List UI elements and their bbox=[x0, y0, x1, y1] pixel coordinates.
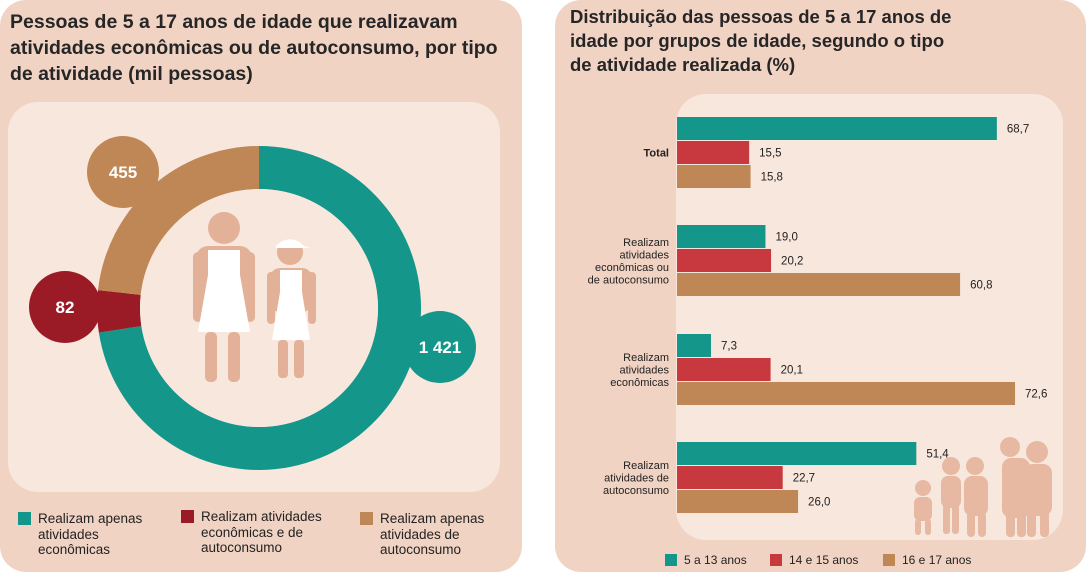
bar-value-label: 68,7 bbox=[1007, 124, 1029, 136]
bar bbox=[677, 490, 799, 513]
donut-slice-subsistence-only bbox=[97, 146, 259, 295]
bar-value-label: 22,7 bbox=[793, 473, 815, 485]
legend-item-subsistence-only: Realizam apenas atividades de autoconsum… bbox=[360, 511, 484, 558]
label-subsistence-only: 455 bbox=[109, 163, 137, 182]
bar bbox=[677, 358, 771, 381]
category-label: Total bbox=[644, 148, 669, 160]
legend-label: 5 a 13 anos bbox=[684, 553, 747, 567]
bar-value-label: 20,1 bbox=[781, 365, 803, 377]
bar-value-label: 20,2 bbox=[781, 256, 803, 268]
bar bbox=[677, 225, 766, 248]
donut-slice-both bbox=[97, 290, 142, 333]
bar bbox=[677, 141, 750, 164]
bar-value-label: 19,0 bbox=[775, 232, 797, 244]
donut-hole bbox=[140, 189, 378, 427]
donut-chart: 1 421 82 455 bbox=[29, 136, 476, 470]
bar-value-label: 7,3 bbox=[721, 341, 737, 353]
bar-value-label: 51,4 bbox=[926, 449, 949, 461]
legend-label: Realizam apenas atividades econômicas bbox=[38, 511, 143, 557]
category-label: Realizam atividades econômicas bbox=[610, 352, 669, 389]
bar bbox=[677, 117, 997, 140]
bar bbox=[677, 466, 783, 489]
left-panel: Pessoas de 5 a 17 anos de idade que real… bbox=[0, 0, 522, 572]
bar-value-label: 60,8 bbox=[970, 280, 992, 292]
legend-swatch bbox=[360, 512, 373, 525]
bar-value-label: 15,5 bbox=[759, 148, 781, 160]
legend-label: 14 e 15 anos bbox=[789, 553, 859, 567]
bar bbox=[677, 165, 751, 188]
bar bbox=[677, 442, 917, 465]
label-economic-only: 1 421 bbox=[419, 338, 462, 357]
label-both: 82 bbox=[56, 298, 75, 317]
legend-item-5-13: 5 a 13 anos bbox=[665, 553, 747, 569]
bar-value-label: 15,8 bbox=[761, 172, 783, 184]
bar bbox=[677, 273, 961, 296]
legend-swatch bbox=[18, 512, 31, 525]
category-label: Realizam atividades de autoconsumo bbox=[603, 460, 669, 497]
bubble-subsistence-only bbox=[87, 136, 159, 208]
children-illustration bbox=[193, 212, 316, 382]
legend-label: Realizam atividades econômicas e de auto… bbox=[201, 509, 322, 555]
right-panel: Distribuição das pessoas de 5 a 17 anos … bbox=[555, 0, 1086, 572]
bar-chart: Total 68,7 15,5 15,8 Realizam atividades econô… bbox=[588, 117, 1052, 537]
legend-label: 16 e 17 anos bbox=[902, 553, 972, 567]
legend-label: Realizam apenas atividades de autoconsum… bbox=[380, 511, 485, 557]
legend-swatch bbox=[883, 554, 895, 566]
legend-item-both: Realizam atividades econômicas e de auto… bbox=[181, 509, 322, 556]
legend-item-economic-only: Realizam apenas atividades econômicas bbox=[18, 511, 142, 558]
right-chart-title: Distribuição das pessoas de 5 a 17 anos … bbox=[570, 6, 952, 75]
bar bbox=[677, 249, 772, 272]
bar-value-label: 72,6 bbox=[1025, 389, 1047, 401]
family-illustration bbox=[914, 437, 1052, 537]
bubble-economic-only bbox=[404, 311, 476, 383]
bar bbox=[677, 334, 711, 357]
bubble-both bbox=[29, 271, 101, 343]
legend-item-16-17: 16 e 17 anos bbox=[883, 553, 971, 569]
category-label: Realizam atividades econômicas ou de autoco… bbox=[588, 237, 670, 287]
legend-swatch bbox=[665, 554, 677, 566]
legend-item-14-15: 14 e 15 anos bbox=[770, 553, 858, 569]
legend-swatch bbox=[770, 554, 782, 566]
legend-swatch bbox=[181, 510, 194, 523]
bar-value-label: 26,0 bbox=[808, 497, 830, 509]
bar bbox=[677, 382, 1016, 405]
left-chart-title: Pessoas de 5 a 17 anos de idade que real… bbox=[10, 11, 498, 85]
